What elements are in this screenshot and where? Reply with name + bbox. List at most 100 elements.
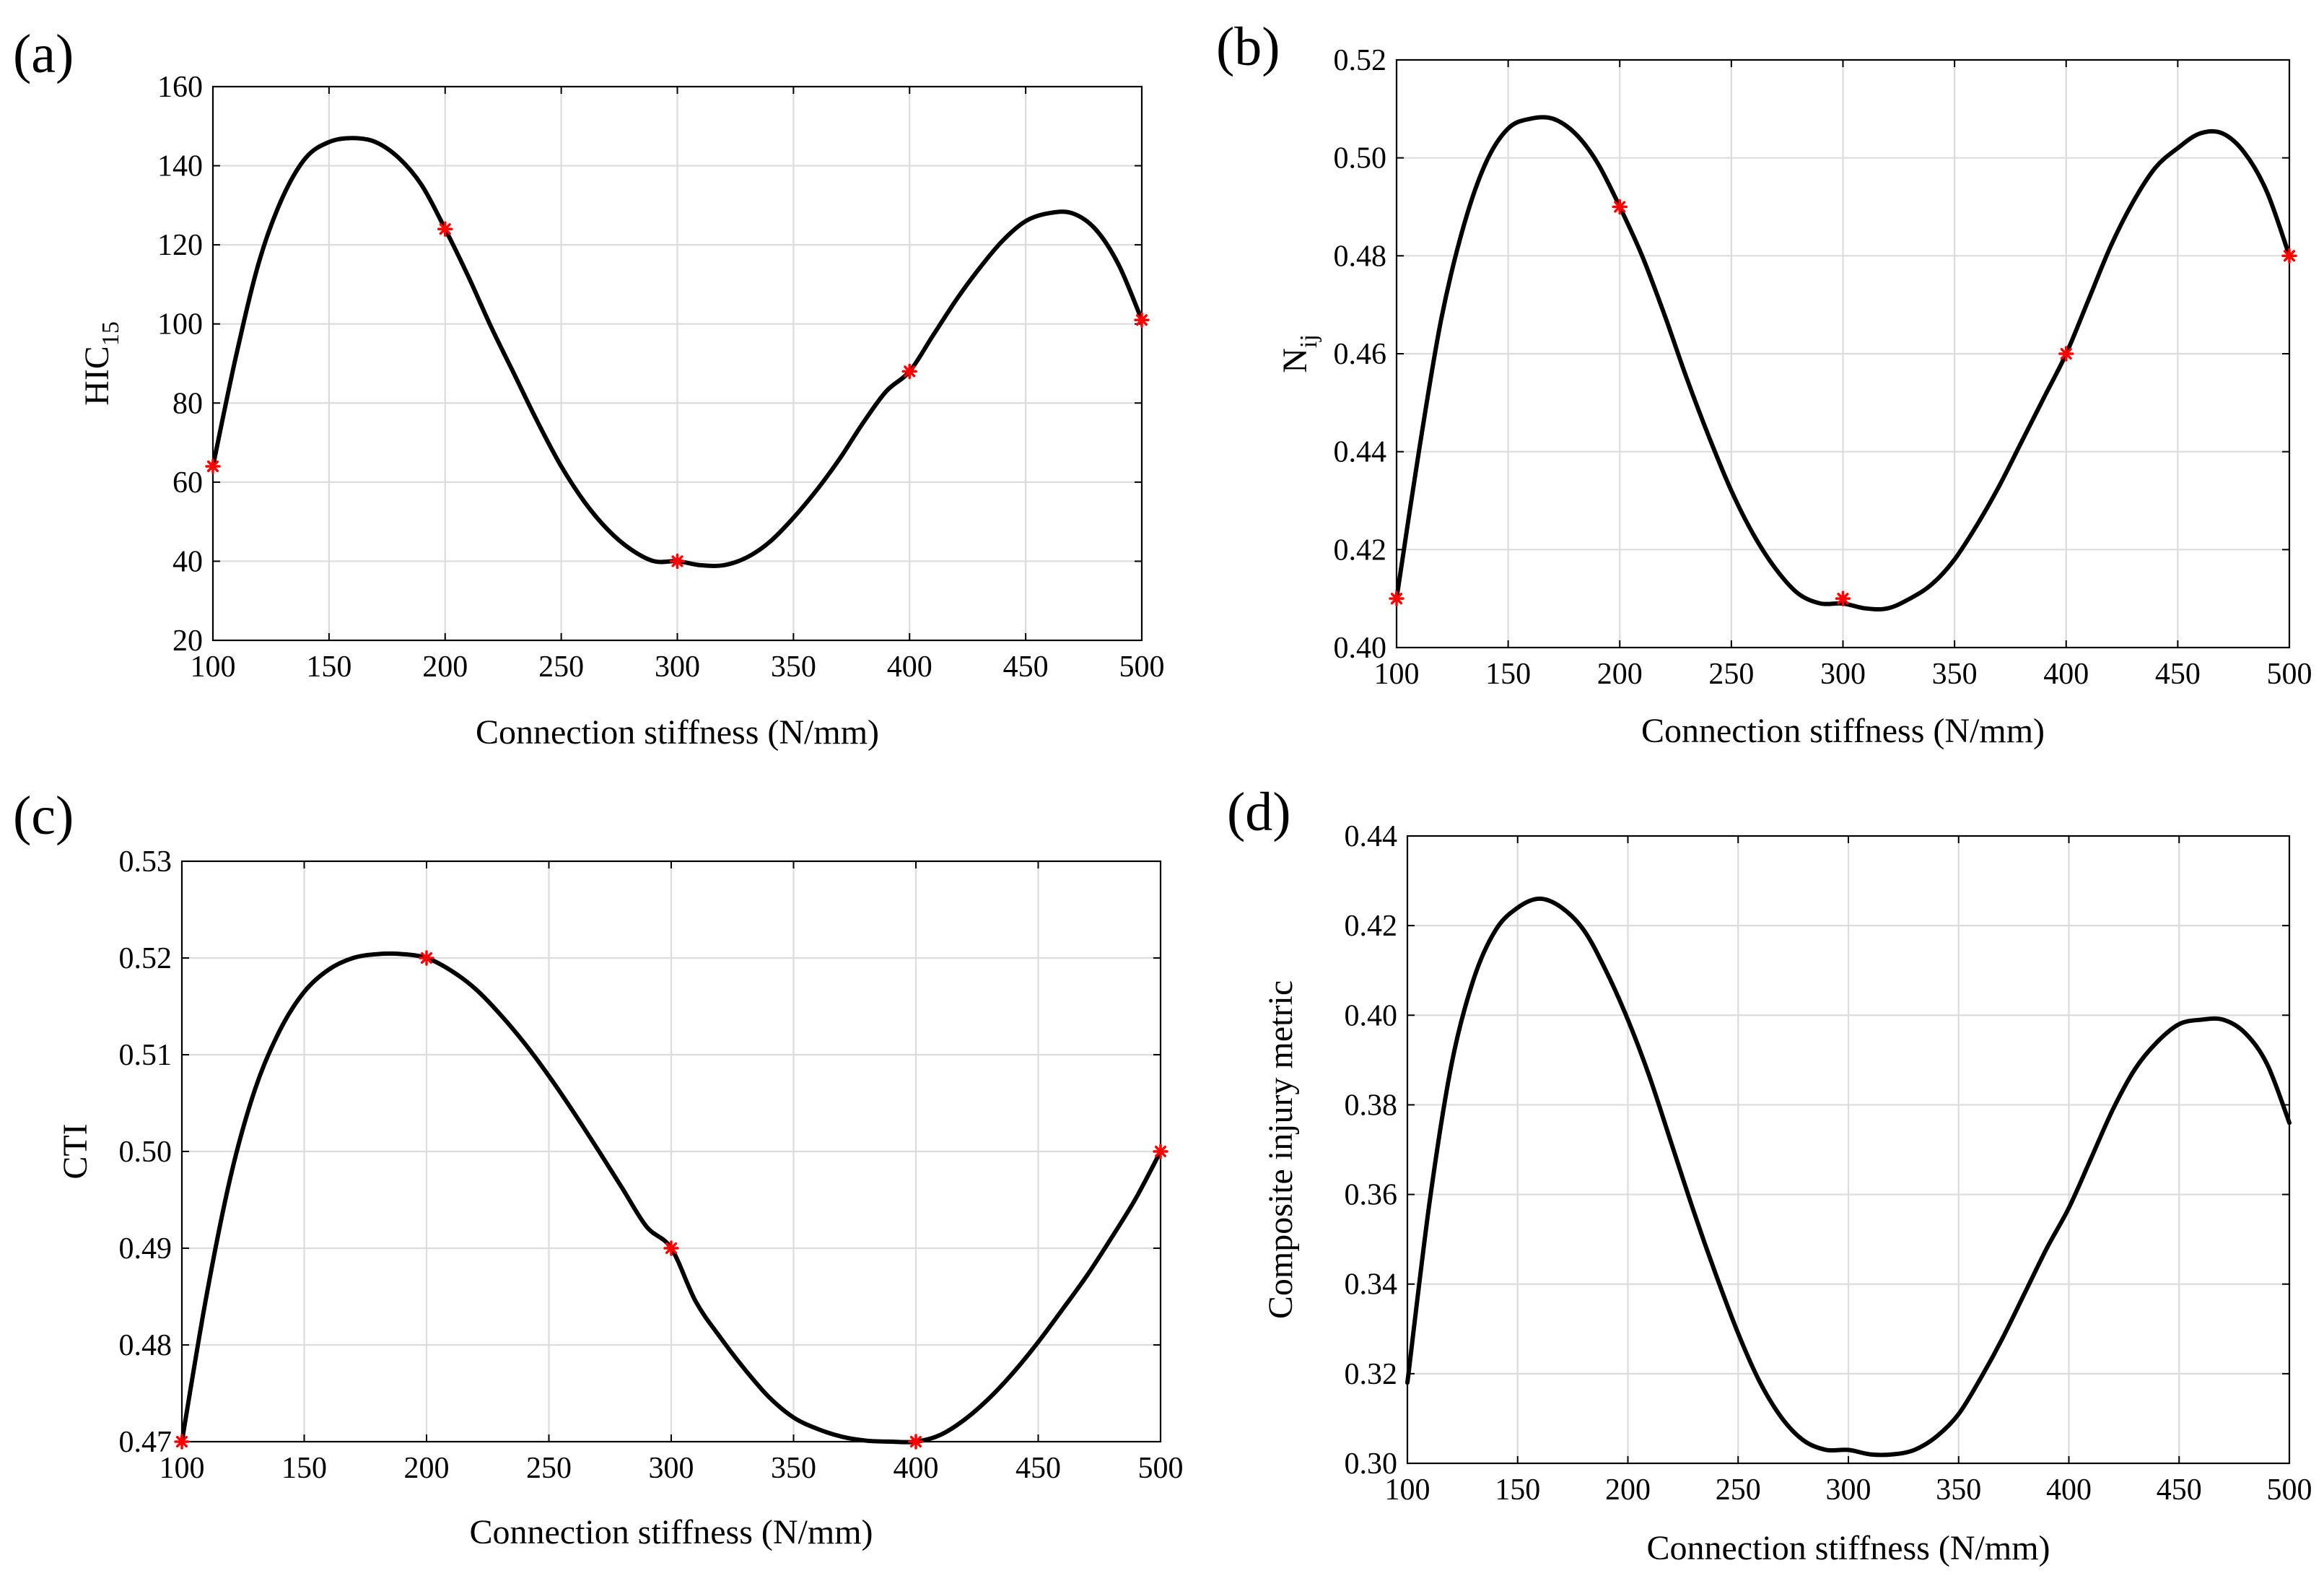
y-tick-label: 0.46: [1334, 338, 1387, 371]
y-axis-label-subscript: ij: [1296, 334, 1322, 348]
y-axis-label-main: N: [1276, 348, 1314, 373]
x-tick-label: 300: [655, 650, 700, 684]
y-tick-label: 160: [157, 71, 203, 104]
x-tick-label: 150: [306, 650, 351, 684]
x-tick-label: 150: [1485, 658, 1531, 691]
x-tick-label: 100: [1385, 1473, 1430, 1507]
panel-d: (d) 100 150 200 250 300 350 400 450 500 0.30 0.32 0.…: [1227, 782, 2312, 1567]
x-tick-label: 350: [1932, 658, 1978, 691]
panel-label: (d): [1227, 782, 1291, 842]
sample-point-marker: [669, 553, 686, 570]
x-tick-label: 450: [1015, 1452, 1061, 1485]
y-tick-label: 0.38: [1345, 1089, 1398, 1122]
y-tick-label: 0.52: [1334, 44, 1387, 77]
x-tick-label: 500: [2267, 658, 2312, 691]
y-tick-label: 120: [157, 229, 203, 262]
y-axis-label: Nij: [1276, 334, 1322, 373]
x-tick-label: 400: [887, 650, 932, 684]
x-axis-label: Connection stiffness (N/mm): [476, 713, 879, 752]
y-tick-label: 0.51: [119, 1039, 172, 1072]
sample-point-marker: [663, 1240, 679, 1256]
response-curve: [180, 951, 1163, 1445]
y-tick-label: 0.42: [1345, 910, 1398, 943]
x-tick-label: 300: [1820, 658, 1866, 691]
x-tick-label: 400: [2046, 1473, 2092, 1507]
x-tick-label: 300: [1826, 1473, 1871, 1507]
response-curve: [211, 136, 1144, 568]
response-curve: [1394, 115, 2292, 612]
y-tick-label: 40: [172, 545, 203, 578]
sample-point-marker: [1835, 591, 1851, 606]
x-tick-label: 200: [422, 650, 468, 684]
x-tick-label: 250: [1708, 658, 1754, 691]
x-axis-label: Connection stiffness (N/mm): [1646, 1529, 2050, 1567]
x-tick-label: 450: [1003, 650, 1049, 684]
x-tick-label: 350: [771, 1452, 816, 1485]
y-tick-label: 0.50: [1334, 142, 1387, 175]
panel-a: (a) 100 150 200 250 300 350 400 450 500 20 40 60 80 10…: [13, 24, 1165, 752]
y-axis-label: CTI: [56, 1123, 95, 1179]
sample-point-marker: [1153, 1144, 1168, 1159]
x-tick-label: 450: [2157, 1473, 2202, 1507]
response-curve: [1405, 896, 2292, 1458]
x-tick-label: 500: [1138, 1452, 1184, 1485]
y-tick-label: 0.49: [119, 1232, 172, 1266]
y-tick-label: 0.40: [1334, 632, 1387, 665]
y-tick-label: 0.42: [1334, 533, 1387, 567]
x-tick-label: 250: [526, 1452, 572, 1485]
x-tick-label: 250: [1716, 1473, 1761, 1507]
sample-point-marker: [1612, 199, 1628, 215]
sample-point-marker: [174, 1434, 190, 1450]
y-tick-label: 0.44: [1334, 436, 1387, 469]
y-axis-label-main: Composite injury metric: [1262, 980, 1300, 1319]
x-tick-label: 200: [404, 1452, 450, 1485]
panel-label: (a): [13, 24, 74, 84]
x-tick-label: 400: [2043, 658, 2089, 691]
sample-point-marker: [2058, 346, 2074, 362]
y-tick-label: 0.32: [1345, 1358, 1398, 1391]
y-tick-label: 0.47: [119, 1426, 172, 1459]
y-tick-label: 0.30: [1345, 1447, 1398, 1481]
y-tick-label: 140: [157, 150, 203, 183]
x-tick-label: 450: [2155, 658, 2201, 691]
y-tick-label: 20: [172, 624, 203, 658]
panel-label: (b): [1216, 17, 1280, 77]
panel-b: (b) 100 150 200 250 300 350 400 450 500 0.40 0.42 0.…: [1216, 17, 2312, 750]
y-tick-label: 0.48: [1334, 240, 1387, 273]
x-tick-label: 100: [1374, 658, 1420, 691]
sample-point-marker: [1134, 312, 1150, 328]
y-axis-label-main: CTI: [56, 1123, 95, 1179]
y-tick-label: 0.44: [1345, 820, 1398, 853]
x-tick-label: 500: [1119, 650, 1165, 684]
y-tick-label: 0.50: [119, 1136, 172, 1169]
x-tick-label: 200: [1597, 658, 1643, 691]
x-tick-label: 400: [894, 1452, 939, 1485]
y-tick-label: 100: [157, 308, 203, 341]
y-tick-label: 0.48: [119, 1329, 172, 1362]
sample-point-marker: [419, 950, 434, 966]
x-tick-label: 350: [1936, 1473, 1981, 1507]
x-tick-label: 300: [649, 1452, 694, 1485]
x-tick-label: 150: [1495, 1473, 1540, 1507]
x-tick-label: 100: [191, 650, 236, 684]
y-tick-label: 0.52: [119, 942, 172, 975]
x-axis-label: Connection stiffness (N/mm): [469, 1513, 873, 1551]
x-tick-label: 100: [160, 1452, 205, 1485]
y-tick-label: 0.36: [1345, 1179, 1398, 1212]
y-tick-label: 80: [172, 387, 203, 420]
panel-c: (c) 100 150 200 250 300 350 400 450 500 0.47 0.48 0.…: [13, 785, 1184, 1551]
sample-point-marker: [2281, 248, 2297, 264]
y-tick-label: 60: [172, 466, 203, 500]
y-axis-label-subscript: 15: [97, 321, 124, 346]
y-axis-label: HIC15: [78, 321, 124, 406]
x-tick-label: 350: [771, 650, 816, 684]
sample-point-marker: [901, 363, 917, 380]
sample-point-marker: [1389, 591, 1405, 606]
y-tick-label: 0.40: [1345, 999, 1398, 1032]
sample-point-marker: [205, 458, 221, 474]
panel-label: (c): [13, 785, 74, 846]
x-tick-label: 250: [538, 650, 584, 684]
x-axis-label: Connection stiffness (N/mm): [1641, 712, 2045, 750]
y-tick-label: 0.53: [119, 845, 172, 879]
